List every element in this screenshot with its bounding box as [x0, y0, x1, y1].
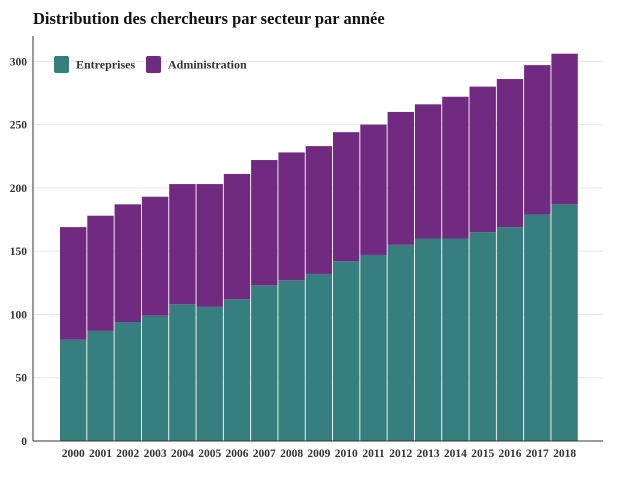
x-tick-label: 2016	[499, 448, 522, 460]
bar-administration[interactable]	[87, 215, 114, 331]
x-tick-label: 2002	[116, 448, 139, 460]
bar-administration[interactable]	[141, 196, 169, 316]
bar-entreprises[interactable]	[251, 285, 278, 441]
x-tick-label: 2001	[89, 448, 112, 460]
bar-entreprises[interactable]	[278, 280, 305, 441]
bar-entreprises[interactable]	[223, 299, 251, 441]
legend-swatch[interactable]	[54, 56, 69, 73]
bar-entreprises[interactable]	[87, 330, 114, 441]
bar-entreprises[interactable]	[333, 261, 360, 441]
y-tick-label: 50	[16, 373, 28, 385]
bar-administration[interactable]	[196, 184, 223, 307]
bar-administration[interactable]	[333, 132, 360, 262]
bar-entreprises[interactable]	[442, 238, 469, 442]
x-tick-label: 2013	[417, 448, 440, 460]
y-tick-label: 200	[10, 183, 28, 195]
bar-administration[interactable]	[251, 160, 278, 286]
y-tick-label: 100	[10, 309, 28, 321]
bar-administration[interactable]	[169, 184, 196, 305]
x-tick-label: 2011	[362, 448, 385, 460]
x-tick-label: 2005	[198, 448, 221, 460]
bar-entreprises[interactable]	[196, 306, 223, 441]
bar-administration[interactable]	[524, 65, 551, 215]
bar-administration[interactable]	[114, 204, 141, 323]
x-tick-label: 2006	[226, 448, 249, 460]
bar-entreprises[interactable]	[551, 204, 578, 441]
bar-administration[interactable]	[360, 124, 387, 255]
bar-administration[interactable]	[387, 111, 414, 245]
x-tick-label: 2014	[444, 448, 467, 460]
bar-administration[interactable]	[305, 146, 333, 274]
y-tick-label: 300	[10, 56, 28, 68]
bar-administration[interactable]	[223, 173, 251, 300]
bar-entreprises[interactable]	[387, 244, 414, 441]
bar-administration[interactable]	[278, 152, 305, 281]
x-tick-label: 2008	[280, 448, 303, 460]
bar-administration[interactable]	[496, 79, 524, 228]
x-tick-label: 2012	[389, 448, 412, 460]
y-tick-label: 250	[10, 120, 28, 132]
x-tick-label: 2004	[171, 448, 194, 460]
bar-entreprises[interactable]	[169, 304, 196, 441]
bar-entreprises[interactable]	[524, 214, 551, 441]
bar-administration[interactable]	[442, 96, 469, 239]
bar-entreprises[interactable]	[305, 273, 333, 441]
x-tick-label: 2000	[62, 448, 85, 460]
bar-entreprises[interactable]	[414, 238, 442, 442]
bar-entreprises[interactable]	[496, 227, 524, 441]
x-tick-label: 2015	[471, 448, 494, 460]
bar-administration[interactable]	[414, 104, 442, 239]
chart-title: Distribution des chercheurs par secteur …	[33, 9, 385, 28]
x-tick-label: 2010	[335, 448, 358, 460]
bar-administration[interactable]	[551, 53, 578, 205]
y-tick-label: 150	[10, 246, 28, 258]
x-tick-label: 2003	[144, 448, 167, 460]
bar-entreprises[interactable]	[60, 339, 87, 441]
x-tick-label: 2017	[526, 448, 549, 460]
x-tick-label: 2018	[553, 448, 576, 460]
bar-entreprises[interactable]	[360, 254, 387, 441]
legend-label[interactable]: Entreprises	[76, 58, 135, 72]
legend-swatch[interactable]	[146, 56, 161, 73]
bar-entreprises[interactable]	[141, 315, 169, 441]
legend-label[interactable]: Administration	[168, 58, 247, 72]
x-tick-label: 2007	[253, 448, 276, 460]
bar-administration[interactable]	[60, 227, 87, 340]
bar-administration[interactable]	[469, 86, 496, 233]
x-tick-label: 2009	[307, 448, 330, 460]
y-tick-label: 0	[21, 436, 27, 448]
bar-entreprises[interactable]	[469, 232, 496, 441]
bar-entreprises[interactable]	[114, 322, 141, 441]
